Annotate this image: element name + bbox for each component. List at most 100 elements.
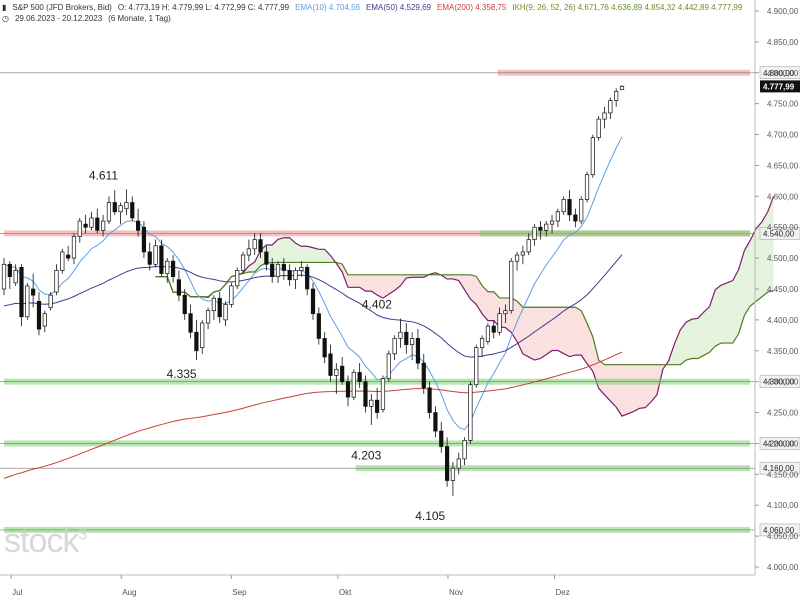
price-annotation: 4.402 <box>362 298 392 312</box>
ichimoku-cloud <box>382 274 389 299</box>
ichimoku-cloud <box>691 318 698 359</box>
ichimoku-cloud <box>447 274 453 279</box>
ichimoku-cloud <box>295 243 302 263</box>
level-label-box <box>759 437 800 450</box>
candle-body <box>130 202 135 219</box>
ichimoku-cloud <box>371 274 378 296</box>
level-label-box <box>759 375 800 388</box>
ichimoku-cloud <box>703 306 710 356</box>
chart-type-icon: ▮ <box>2 3 7 12</box>
level-label: 4.200,00 <box>763 439 795 448</box>
price-annotation: 4.105 <box>415 509 445 523</box>
ichimoku-cloud <box>482 285 488 321</box>
price-annotation: 4.335 <box>167 367 197 381</box>
ichimoku-cloud <box>278 237 284 263</box>
x-tick-label: Aug <box>122 588 136 597</box>
x-tick-label: Dez <box>556 588 570 597</box>
candle-body <box>520 251 525 256</box>
y-tick-label: 4.800,00 <box>767 69 799 78</box>
candle-body <box>316 313 321 339</box>
ichimoku-cloud <box>324 249 331 263</box>
ichimoku-cloud <box>563 307 570 357</box>
candle-body <box>614 90 619 101</box>
candle-body <box>252 239 257 250</box>
ichimoku-cloud <box>732 269 739 344</box>
ichimoku-cloud <box>569 307 576 357</box>
candle-body <box>345 381 351 398</box>
ichimoku-cloud <box>674 329 681 365</box>
candle-body <box>491 325 496 333</box>
candle-body <box>526 239 531 253</box>
ichimoku-cloud <box>575 307 582 356</box>
y-tick-label: 4.400,00 <box>767 316 799 325</box>
candle-body <box>147 251 152 265</box>
candle-body <box>77 220 82 237</box>
candle-body <box>456 458 461 469</box>
candle-body <box>410 338 415 345</box>
candle-body <box>392 338 397 355</box>
candle-body <box>619 86 625 90</box>
candle-body <box>176 279 182 296</box>
candle-body <box>66 254 71 259</box>
y-tick-label: 4.600,00 <box>767 192 799 201</box>
candle-body <box>36 301 42 330</box>
ichimoku-cloud <box>680 322 687 365</box>
candle-body <box>89 217 94 228</box>
ichimoku-cloud <box>289 237 296 263</box>
ichimoku-cloud <box>633 364 640 412</box>
ichimoku-cloud <box>458 274 465 290</box>
ichimoku-cloud <box>377 274 383 299</box>
candle-body <box>503 310 508 315</box>
candle-body <box>421 362 426 389</box>
candle-body <box>83 223 88 228</box>
ichimoku-cloud <box>726 280 733 344</box>
price-annotation: 4.611 <box>89 169 118 183</box>
ichimoku-cloud <box>522 307 529 357</box>
candle-body <box>275 263 281 277</box>
ichimoku-cloud <box>388 274 395 295</box>
candle-body <box>19 267 24 318</box>
candle-body <box>270 263 275 277</box>
candle-body <box>439 430 444 447</box>
candle-body <box>322 338 327 358</box>
candle-body <box>334 368 339 376</box>
ichimoku-cloud <box>721 282 727 344</box>
candle-body <box>188 313 193 333</box>
ichimoku-cloud <box>639 364 646 409</box>
x-tick-label: Nov <box>449 588 463 597</box>
candle-body <box>351 372 356 398</box>
ichimoku-cloud <box>587 322 593 372</box>
candle-body <box>590 137 595 176</box>
y-tick-label: 4.850,00 <box>767 38 799 47</box>
candle-body <box>427 387 432 413</box>
candle-body <box>287 270 292 281</box>
level-band-support <box>479 230 750 237</box>
candle-body <box>468 384 473 441</box>
ichimoku-cloud <box>417 274 424 278</box>
y-tick-label: 4.700,00 <box>767 131 799 140</box>
ichimoku-cloud <box>686 319 692 361</box>
legend-item: EMA(50) 4.529,69 <box>366 3 431 12</box>
level-label: 4.060,00 <box>763 526 795 535</box>
candle-body <box>479 338 485 349</box>
ichimoku-cloud <box>464 274 471 300</box>
candle-body <box>444 446 450 481</box>
candle-body <box>48 294 53 308</box>
ichimoku-cloud <box>744 240 751 316</box>
candle-body <box>153 245 158 265</box>
level-label-box <box>759 227 800 240</box>
candle-body <box>579 199 584 222</box>
ichimoku-cloud <box>715 285 722 347</box>
date-period: (6 Monate, 1 Tag) <box>108 14 171 23</box>
x-tick-label: Okt <box>339 588 352 597</box>
candle-body <box>602 112 607 120</box>
ichimoku-cloud <box>301 246 308 263</box>
level-label: 4.800,00 <box>763 69 795 78</box>
ichimoku-cloud <box>365 274 372 292</box>
ichimoku-cloud <box>697 312 704 359</box>
ichimoku-cloud <box>598 360 605 395</box>
candle-body <box>170 260 176 277</box>
senkou-span-b <box>155 261 774 366</box>
ichimoku-cloud <box>616 364 622 417</box>
